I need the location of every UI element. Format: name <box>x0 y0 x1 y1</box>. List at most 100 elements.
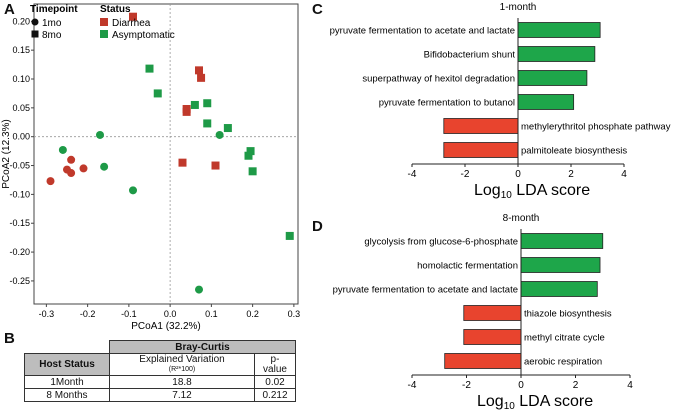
lda-bar-label: pyruvate fermentation to acetate and lac… <box>333 285 518 296</box>
x-tick-label: -2 <box>462 380 471 391</box>
x-tick-label: 2 <box>573 380 579 391</box>
data-point <box>58 145 67 154</box>
table-title: Bray-Curtis <box>109 340 296 354</box>
x-axis-label-subscript: 10 <box>501 190 513 201</box>
lda-bar <box>520 233 604 249</box>
y-tick-label: 0.05 <box>12 103 30 113</box>
data-point <box>129 12 137 21</box>
lda-bar-label: homolactic fermentation <box>417 261 518 272</box>
table-cell-variation: 18.8 <box>109 375 255 389</box>
data-point <box>46 177 55 186</box>
x-tick-label: 4 <box>627 380 633 391</box>
data-point <box>223 124 232 133</box>
table-row: 1Month 18.8 0.02 <box>24 375 296 389</box>
y-tick-label: -0.20 <box>9 247 30 257</box>
y-axis-label: PCoA2 (12.3%) <box>1 119 12 188</box>
y-tick-label: -0.10 <box>9 189 30 199</box>
x-tick-label: -0.2 <box>80 309 96 319</box>
data-point <box>195 66 203 75</box>
y-tick-label: 0.10 <box>12 74 30 84</box>
x-tick-label: -4 <box>408 380 417 391</box>
lda-bar-label: pyruvate fermentation to acetate and lac… <box>330 26 515 37</box>
data-point <box>145 64 154 73</box>
table-header-p-value: p- value <box>254 353 296 376</box>
legend-status-label: Diarrhea <box>112 18 151 29</box>
lda-bar <box>443 142 519 158</box>
table-header-r2-note: (R²*100) <box>168 366 196 373</box>
lda-bar <box>517 22 601 38</box>
x-axis-label-subscript: 10 <box>504 401 516 412</box>
data-point <box>246 147 255 156</box>
table-cell-pvalue: 0.02 <box>254 375 296 389</box>
x-axis-label: PCoA1 (32.2%) <box>131 321 200 332</box>
chart-title-2: 8-month <box>503 213 540 224</box>
data-point <box>67 155 76 164</box>
y-tick-label: -0.15 <box>9 218 30 228</box>
data-point <box>79 164 88 173</box>
lda-bar-label: glycolysis from glucose-6-phosphate <box>364 237 518 248</box>
legend-swatch-asymptomatic <box>100 30 108 38</box>
lda-bar <box>517 94 575 110</box>
legend-timepoint-label: 1mo <box>42 18 62 29</box>
panel-label-a: A <box>4 1 15 18</box>
lda-bar <box>443 118 519 134</box>
lda-bar-label: pyruvate fermentation to butanol <box>379 98 515 109</box>
y-tick-label: 0.00 <box>12 132 30 142</box>
data-point <box>129 186 137 195</box>
x-tick-label: 0.2 <box>246 309 259 319</box>
lda-bar-label: palmitoleate biosynthesis <box>521 146 627 157</box>
lda-bar-label: methylerythritol phosphate pathway <box>521 122 671 133</box>
data-point <box>197 73 206 82</box>
panel-label-c: C <box>312 1 323 18</box>
x-axis-label: Log10 LDA score <box>477 393 593 412</box>
lda-bar-label: methyl citrate cycle <box>524 333 605 344</box>
legend-circle-marker <box>31 18 39 26</box>
x-tick-label: 2 <box>568 169 574 180</box>
data-point <box>190 100 199 109</box>
lda-bar <box>520 281 598 297</box>
legend-timepoint-label: 8mo <box>42 30 62 41</box>
data-point <box>178 158 187 167</box>
x-tick-label: 0.1 <box>205 309 218 319</box>
y-tick-label: -0.25 <box>9 276 30 286</box>
table-cell-variation: 7.12 <box>109 388 255 402</box>
table-header-explained-variation: Explained Variation (R²*100) <box>109 353 255 376</box>
x-tick-label: 0 <box>515 169 521 180</box>
chart-title-1: 1-month <box>500 2 537 13</box>
data-point <box>100 162 109 171</box>
data-point <box>248 167 257 176</box>
x-axis-label-rest: LDA score <box>512 182 590 199</box>
lda-bar <box>444 353 522 369</box>
bray-curtis-table: Bray-Curtis Host Status Explained Variat… <box>24 340 296 402</box>
lda-bar <box>520 257 601 273</box>
x-tick-label: -0.3 <box>39 309 55 319</box>
table-cell-status: 8 Months <box>24 388 110 402</box>
data-point <box>153 89 162 98</box>
panel-label-b: B <box>4 330 15 347</box>
data-point <box>215 130 224 139</box>
x-axis-label-log: Log <box>474 182 501 199</box>
plot-frame <box>33 3 299 305</box>
pcoa-scatter-plot: -0.3 -0.2 -0.1 0.0 0.1 0.2 0.3 0.20 0.15 0.10 0.05… <box>1 3 300 332</box>
table-header-host-status: Host Status <box>24 353 110 376</box>
x-axis-label: Log10 LDA score <box>474 182 590 201</box>
legend-square-marker <box>31 30 39 38</box>
table-cell-pvalue: 0.212 <box>254 388 296 402</box>
lda-bar <box>517 70 588 86</box>
data-point <box>195 285 203 294</box>
table-empty-cell <box>24 340 110 354</box>
x-axis-label-rest: LDA score <box>515 393 593 410</box>
y-tick-label: 0.20 <box>12 16 30 26</box>
data-point <box>182 107 191 116</box>
legend-timepoint-title: Timepoint <box>30 4 78 15</box>
x-tick-label: -2 <box>461 169 470 180</box>
table-header-explained-variation-label: Explained Variation <box>139 354 225 365</box>
y-tick-label: -0.05 <box>9 161 30 171</box>
lda-bar-label: thiazole biosynthesis <box>524 309 612 320</box>
legend-status-label: Asymptomatic <box>112 30 175 41</box>
data-point <box>285 231 294 240</box>
data-point <box>67 169 76 178</box>
data-point <box>203 99 212 108</box>
x-axis-label-log: Log <box>477 393 504 410</box>
data-point <box>244 151 253 160</box>
